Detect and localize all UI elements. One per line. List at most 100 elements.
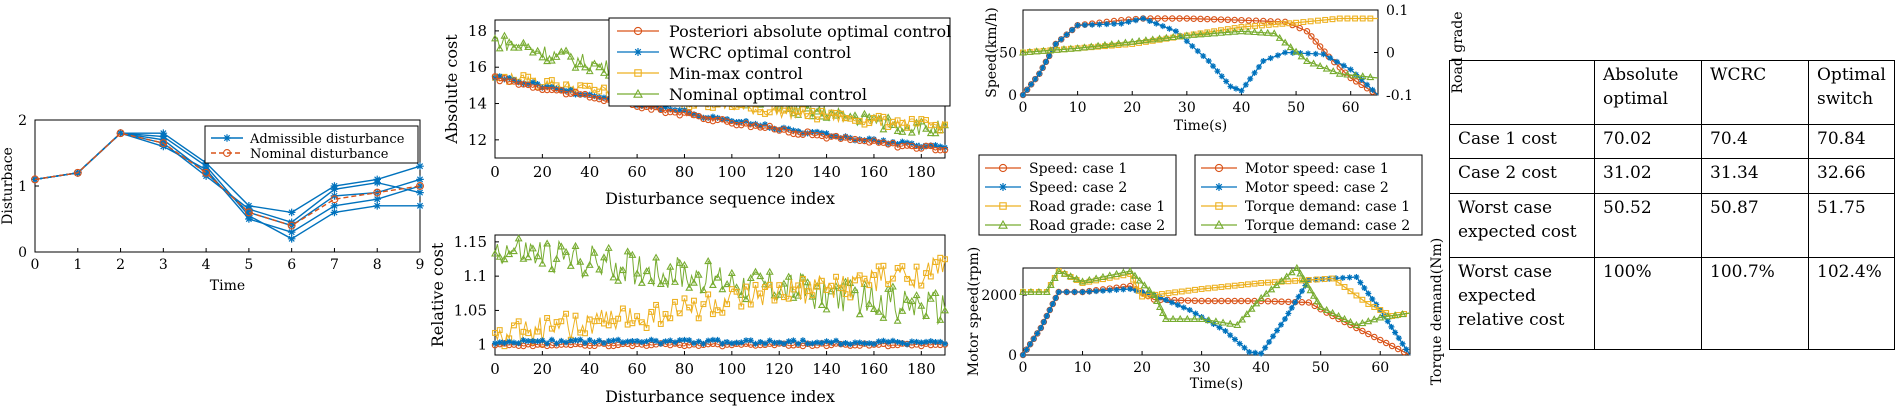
star-marker — [416, 162, 424, 170]
square-marker — [1352, 15, 1359, 22]
x-tick-label: 50 — [1287, 100, 1305, 116]
table-row-header: Worst case expected relative cost — [1449, 256, 1595, 351]
square-marker — [923, 117, 930, 123]
table-header-cell: Absolute optimal — [1594, 60, 1702, 125]
star-marker — [1039, 64, 1046, 71]
series-line — [494, 238, 946, 326]
triangle-marker — [495, 44, 504, 52]
star-marker — [525, 338, 532, 345]
star-marker — [287, 235, 296, 243]
star-marker — [1358, 76, 1365, 83]
x-tick-label: 160 — [860, 163, 889, 181]
x-tick-label: 180 — [907, 360, 936, 378]
circle-marker — [591, 94, 598, 102]
triangle-marker — [1252, 299, 1261, 307]
square-marker — [1341, 284, 1348, 290]
star-marker — [1278, 321, 1284, 328]
circle-marker — [1285, 298, 1292, 306]
star-marker — [1127, 286, 1134, 292]
circle-marker — [780, 126, 788, 133]
square-marker — [795, 282, 802, 289]
circle-marker — [1296, 24, 1303, 32]
square-marker — [999, 202, 1007, 210]
star-marker — [1192, 310, 1199, 317]
legend-label: Admissible disturbance — [249, 132, 405, 147]
circle-marker — [515, 81, 522, 88]
star-marker — [1074, 22, 1081, 29]
triangle-marker — [1214, 219, 1224, 229]
triangle-marker — [860, 109, 869, 117]
triangle-marker — [1398, 309, 1407, 318]
star-marker — [762, 340, 768, 347]
star-marker — [700, 340, 707, 347]
star-marker — [1260, 58, 1267, 64]
square-marker — [1329, 16, 1336, 23]
triangle-marker — [888, 282, 897, 290]
triangle-marker — [1223, 28, 1232, 36]
triangle-marker — [585, 67, 594, 75]
square-marker — [1258, 22, 1265, 29]
star-marker — [795, 340, 802, 347]
triangle-marker — [1277, 276, 1286, 284]
triangle-marker — [1351, 71, 1359, 79]
star-marker — [615, 336, 622, 343]
square-marker — [695, 315, 702, 322]
star-marker — [1159, 23, 1166, 30]
triangle-marker — [1158, 308, 1167, 316]
star-marker — [1174, 302, 1181, 308]
star-marker — [927, 338, 934, 345]
x-tick-label: 60 — [628, 360, 647, 378]
star-marker — [605, 337, 612, 344]
square-marker — [852, 277, 858, 284]
triangle-marker — [898, 306, 907, 314]
square-marker — [544, 315, 551, 321]
star-marker — [1139, 289, 1146, 295]
square-marker — [605, 322, 612, 329]
star-marker — [1384, 318, 1391, 325]
triangle-marker — [1053, 45, 1062, 53]
circle-marker — [577, 91, 584, 98]
triangle-marker — [1042, 287, 1051, 295]
x-tick-label: 40 — [580, 163, 599, 181]
star-marker — [1133, 287, 1140, 294]
x-tick-label: 0 — [1019, 360, 1028, 376]
circle-marker — [1169, 15, 1176, 22]
triangle-marker — [1309, 59, 1318, 67]
triangle-marker — [491, 249, 499, 257]
star-marker — [629, 338, 636, 345]
star-marker — [373, 178, 382, 187]
star-marker — [1132, 17, 1139, 24]
square-marker — [918, 282, 925, 289]
triangle-marker — [524, 42, 533, 50]
legend-label: Motor speed: case 1 — [1245, 161, 1389, 177]
y2-axis-label: Torque demand(Nm) — [1429, 238, 1445, 385]
square-marker — [1145, 292, 1152, 299]
triangle-marker — [941, 306, 949, 314]
circle-marker — [1271, 298, 1279, 305]
triangle-marker — [1303, 56, 1311, 64]
star-marker — [1214, 68, 1221, 75]
y-tick-label: 16 — [468, 58, 487, 76]
star-marker — [686, 337, 693, 344]
triangle-marker — [865, 299, 874, 307]
square-marker — [899, 119, 906, 126]
square-marker — [870, 272, 877, 278]
star-marker — [1267, 55, 1274, 62]
triangle-marker — [1346, 317, 1355, 325]
chart-absolute-cost: 0 20 40 60 80 100 120 140 160 180 12 14 16 18 Disturba… — [442, 17, 951, 208]
x-tick-label: 50 — [1312, 360, 1330, 376]
square-marker — [743, 283, 750, 290]
square-marker — [681, 295, 688, 302]
triangle-marker — [879, 313, 888, 321]
x-axis-label: Disturbance sequence index — [605, 189, 835, 208]
star-marker — [1320, 51, 1327, 58]
star-marker — [591, 339, 598, 346]
y-tick-label: 12 — [468, 131, 487, 149]
circle-marker — [223, 149, 231, 157]
triangle-marker — [600, 68, 608, 76]
star-marker — [1274, 327, 1281, 334]
star-marker — [833, 337, 840, 344]
triangle-marker — [1364, 317, 1373, 325]
star-marker — [705, 114, 712, 121]
circle-marker — [1197, 15, 1204, 23]
